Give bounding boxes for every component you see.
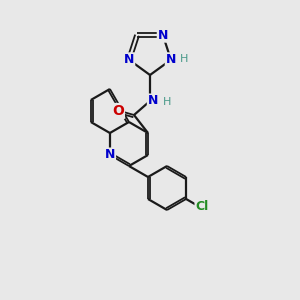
Text: H: H (180, 54, 188, 64)
Text: N: N (124, 53, 134, 66)
Text: Cl: Cl (196, 200, 209, 213)
Text: N: N (105, 148, 115, 161)
Text: N: N (148, 94, 158, 107)
Text: H: H (163, 97, 171, 107)
Text: N: N (166, 53, 176, 66)
Text: N: N (158, 29, 168, 42)
Text: O: O (112, 104, 124, 118)
